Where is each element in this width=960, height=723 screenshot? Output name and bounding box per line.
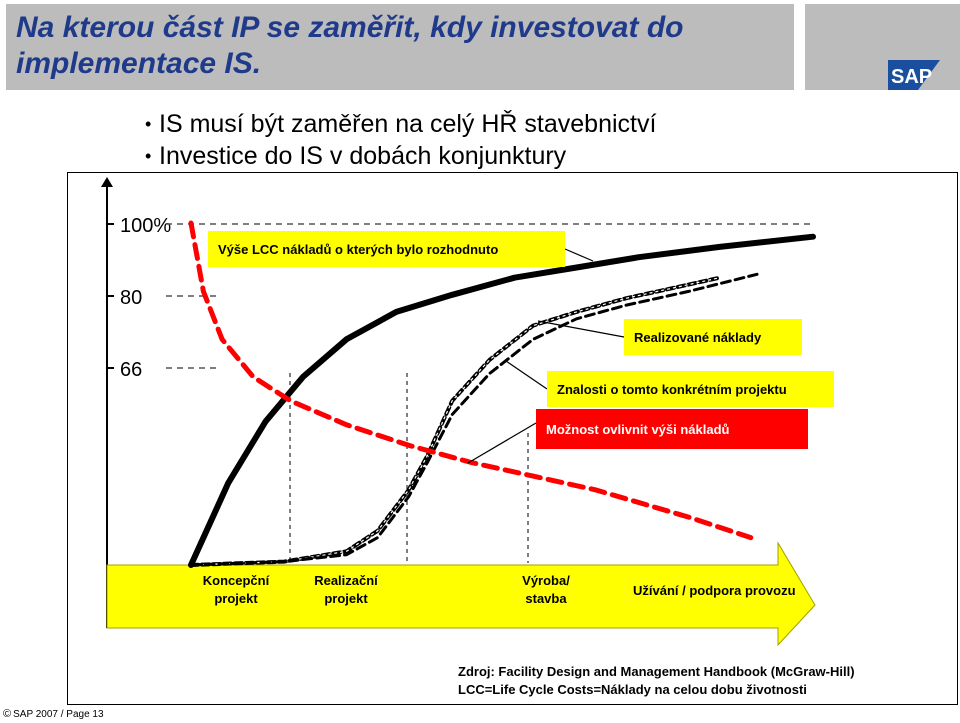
bullet-text: Investice do IS v dobách konjunktury: [159, 142, 567, 170]
y-axis-arrow: [101, 177, 113, 187]
phase-label: Výroba/stavba: [522, 573, 570, 606]
sap-logo-text: SAP: [891, 66, 932, 88]
y-tick-label: 100%: [120, 215, 171, 237]
page-title: Na kterou část IP se zaměřit, kdy invest…: [16, 11, 684, 80]
y-tick-label: 66: [120, 359, 142, 381]
bullet-icon: •: [145, 146, 152, 166]
title-bar: Na kterou část IP se zaměřit, kdy invest…: [6, 4, 796, 90]
callout-leader-line: [467, 422, 537, 464]
callout-box: [208, 231, 565, 267]
series-lcc-decided: [188, 233, 816, 568]
logo-area: [805, 4, 960, 90]
y-tick-label: 80: [120, 287, 142, 309]
source-text: Zdroj: Facility Design and Management Ha…: [458, 664, 855, 679]
bullet-icon: •: [145, 114, 152, 134]
series-realized-costs-inner: [190, 277, 720, 566]
bullet-list: • IS musí být zaměřen na celý HŘ stavebni…: [145, 108, 656, 172]
series-project-knowledge: [189, 272, 759, 567]
callout-leader-line: [505, 360, 548, 390]
bullet-item: • Investice do IS v dobách konjunktury: [145, 140, 656, 172]
bullet-text: IS musí být zaměřen na celý HŘ stavebnic…: [159, 110, 657, 138]
callout-box: [536, 409, 808, 449]
phase-label: Realizační projekt: [314, 573, 378, 606]
series-legend-label: Výše LCC nákladů o kterých bylo rozhodnu…: [218, 242, 498, 257]
bullet-item: • IS musí být zaměřen na celý HŘ stavebni…: [145, 108, 656, 140]
callout-box: [624, 319, 802, 355]
series-legend-label: Znalosti o tomto konkrétním projektu: [557, 382, 787, 397]
phase-label: Koncepční projekt: [203, 573, 270, 606]
phase-label: Užívání / podpora provozu: [633, 583, 796, 598]
callout-leader-line: [564, 248, 594, 262]
copyright-icon: ©: [3, 708, 12, 720]
callout-box: [547, 371, 834, 407]
timeline-arrow: [106, 541, 816, 647]
sap-logo: SAP: [888, 60, 940, 90]
series-legend-label: Možnost ovlivnit výši nákladů: [546, 422, 730, 437]
lcc-chart: 100% 80 66 Koncepční projekt Realizační projek…: [101, 177, 855, 697]
source-text: LCC=Life Cycle Costs=Náklady na celou do…: [458, 682, 807, 697]
series-legend-label: Realizované náklady: [634, 330, 762, 345]
series-influence-costs: [188, 220, 754, 541]
footer: © SAP 2007 / Page 13: [3, 708, 104, 720]
chart-figure: 100% 80 66 Koncepční projekt Realizační projek…: [67, 172, 958, 705]
callout-leader-line: [537, 320, 625, 338]
footer-text: SAP 2007 / Page 13: [13, 709, 104, 720]
